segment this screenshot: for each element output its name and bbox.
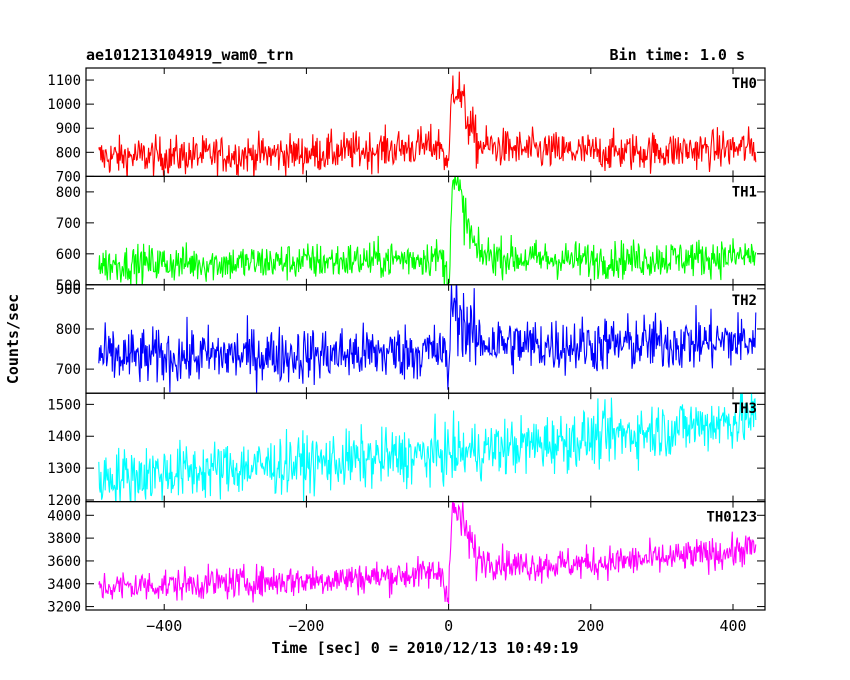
chart-title: ae101213104919_wam0_trn [86,46,294,64]
series-label-th0123: TH0123 [706,510,757,526]
x-tick-label: 400 [719,617,746,635]
bin-time-label: Bin time: 1.0 s [610,46,745,64]
series-label-th0: TH0 [732,76,757,92]
x-tick-label: −400 [146,617,182,635]
panel-th1: 500 600 700 800 TH1 [56,175,766,294]
series-line-th0 [98,71,757,177]
panel-th2: 700 800 900 TH2 [56,282,766,394]
series-line-th2 [98,284,757,394]
y-tick-label: 1000 [47,97,81,113]
panel-frame [85,67,766,178]
x-tick-label: −200 [288,617,324,635]
y-tick-label: 3400 [47,577,81,593]
y-tick-label: 3600 [47,554,81,570]
y-axis-label: Counts/sec [4,294,22,384]
y-tick-label: 900 [56,121,81,137]
y-tick-label: 900 [56,282,81,298]
y-tick-label: 1100 [47,73,81,89]
series-line-th3 [98,393,757,502]
series-line-th0123 [98,501,757,605]
y-tick-label: 1300 [47,461,81,477]
panel-th0: 700 800 900 1000 1100 TH0 [47,67,766,185]
x-tick-label: 0 [444,617,453,635]
series-line-th1 [98,176,757,285]
series-label-th1: TH1 [732,184,757,200]
y-tick-label: 1500 [47,397,81,413]
y-tick-label: 600 [56,247,81,263]
series-label-th3: TH3 [732,401,757,417]
y-tick-label: 3200 [47,600,81,616]
y-tick-label: 800 [56,185,81,201]
series-label-th2: TH2 [732,293,757,309]
x-tick-label: 200 [577,617,604,635]
x-axis-label: Time [sec] 0 = 2010/12/13 10:49:19 [271,639,578,657]
y-tick-label: 3800 [47,531,81,547]
panel-th0123: 3200 3400 3600 3800 4000 TH0123 [47,501,766,616]
y-tick-label: 800 [56,322,81,338]
panel-th3: 1200 1300 1400 1500 TH3 [47,392,766,509]
y-tick-label: 700 [56,169,81,185]
y-tick-label: 1400 [47,429,81,445]
panel-frame [85,501,766,611]
y-tick-label: 1200 [47,493,81,509]
y-tick-label: 700 [56,362,81,378]
y-tick-label: 700 [56,216,81,232]
y-tick-label: 500 [56,278,81,294]
y-tick-label: 800 [56,145,81,161]
y-tick-label: 4000 [47,508,81,524]
